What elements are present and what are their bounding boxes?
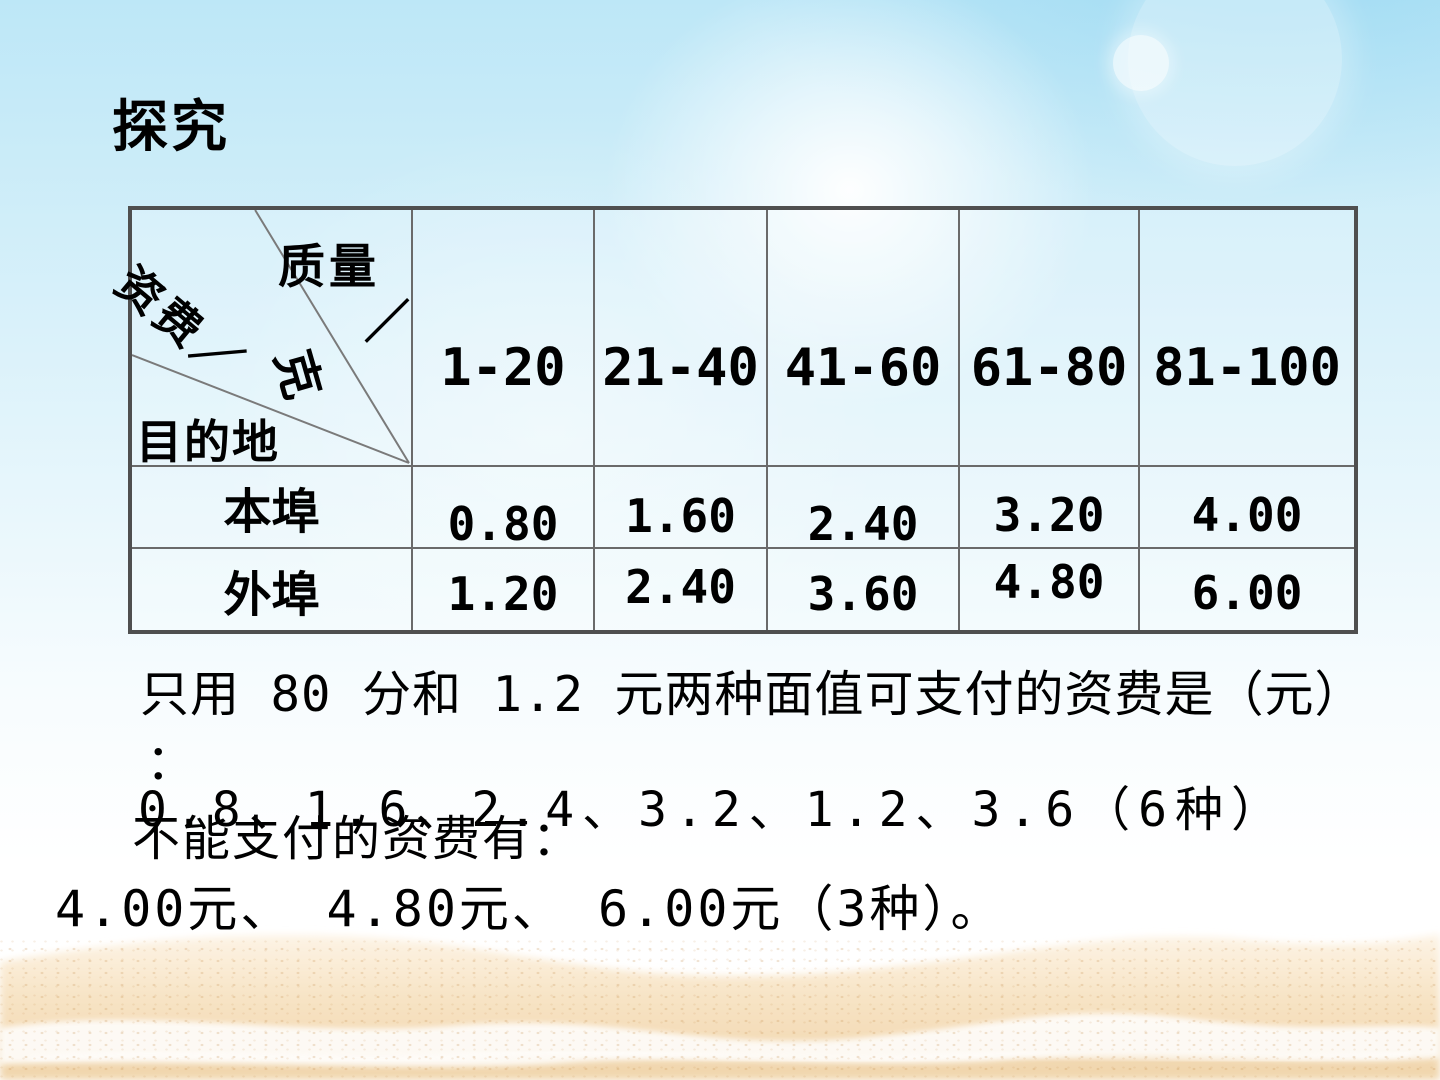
answer-payable-fees: 0.8、1.6、2.4、3.2、1.2、3.6（6种） [138,782,1288,838]
fee-cell: 0.80 [413,467,595,549]
fee-cell: 3.60 [768,549,960,630]
fee-cell: 2.40 [595,549,768,630]
diagonal-lines [132,210,410,464]
foam-line [29,1050,1411,1064]
question-2: 不能支付的资费有： [132,813,583,866]
column-header-21-40: 21-40 [595,210,768,467]
fee-cell: 2.40 [768,467,960,549]
fee-cell: 1.20 [413,549,595,630]
fee-cell: 1.60 [595,467,768,549]
question-1-line-1: 只用 80 分和 1.2 元两种面值可支付的资费是（元） [140,666,1365,723]
column-header-81-100: 81-100 [1140,210,1354,467]
lens-flare-large-icon [1128,0,1342,166]
postage-table: 质量 ／ 资费／ 克 目的地 1-20 21-40 41-60 61-80 81… [106,206,1358,634]
question-1-line-2-colon: ： [146,736,196,790]
page-title: 探究 [112,95,230,158]
column-header-1-20: 1-20 [413,210,595,467]
lens-flare-small-icon [1113,35,1169,91]
answer-unpayable-fees: 4.00元、 4.80元、 6.00元（3种）。 [55,880,1004,938]
fee-cell: 3.20 [960,467,1140,549]
fee-cell: 4.00 [1140,467,1354,549]
row-label-nonlocal: 外埠 [132,549,413,630]
corner-cell: 质量 ／ 资费／ 克 目的地 [106,210,413,468]
sun-glow [605,0,1095,410]
destination-label: 目的地 [136,416,280,468]
row-label-local: 本埠 [132,467,413,549]
column-header-61-80: 61-80 [960,210,1140,467]
beach-graphic [0,934,1440,1080]
fee-cell: 6.00 [1191,566,1303,620]
fee-cell: 4.80 [960,549,1140,630]
column-header-41-60: 41-60 [768,210,960,467]
mass-label: 质量 [278,240,380,293]
mass-slash: ／ [364,296,410,348]
